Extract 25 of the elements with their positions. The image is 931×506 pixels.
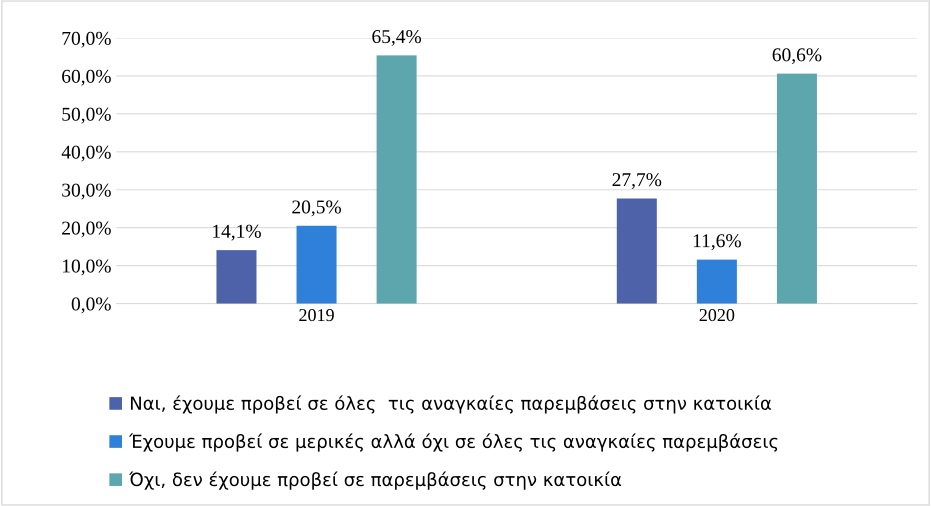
y-tick-label: 20,0% xyxy=(62,222,111,238)
x-tick-label: 2020 xyxy=(700,308,734,322)
bar xyxy=(776,74,817,304)
y-tick-label: 10,0% xyxy=(63,259,111,276)
legend-label: Όχι, δεν έχουμε προβεί σε παρεμβάσεις στην κατοικία xyxy=(129,472,622,490)
y-tick-label: 40,0% xyxy=(62,146,111,162)
bar xyxy=(216,250,256,304)
data-label: 14,1% xyxy=(213,224,261,241)
legend-label: Ναι, έχουμε προβεί σε όλες τις αναγκαίες παρεμβάσεις στην κατοικία xyxy=(130,395,772,414)
y-tick-label: 30,0% xyxy=(62,184,111,200)
data-label: 65,4% xyxy=(372,30,422,46)
x-tick-label: 2019 xyxy=(299,308,334,322)
data-label: 60,6% xyxy=(772,48,822,64)
y-tick-label: 70,0% xyxy=(62,32,111,48)
bar xyxy=(696,260,737,304)
legend-label: Έχουμε προβεί σε μερικές αλλά όχι σε όλες τις αναγκαίες παρεμβάσεις xyxy=(128,433,778,452)
data-label: 11,6% xyxy=(694,234,741,250)
bar xyxy=(616,198,657,304)
y-tick-label: 0,0% xyxy=(72,297,111,314)
y-tick-label: 50,0% xyxy=(62,108,111,124)
data-label: 20,5% xyxy=(292,200,341,216)
data-label: 27,7% xyxy=(612,173,662,189)
bar xyxy=(296,226,337,304)
y-tick-label: 60,0% xyxy=(62,70,111,86)
bar xyxy=(376,55,417,304)
